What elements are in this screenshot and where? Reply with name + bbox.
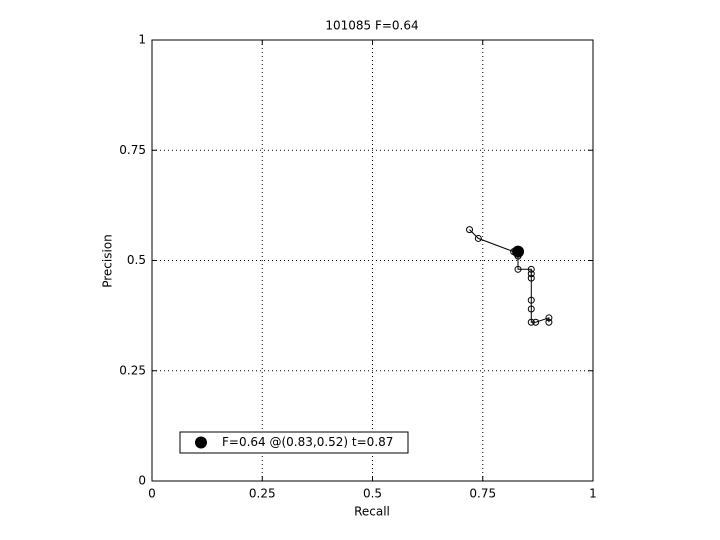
x-tick-label: 1	[589, 487, 597, 501]
legend-box	[179, 431, 409, 454]
y-tick-label: 0.75	[119, 143, 146, 157]
point	[527, 318, 535, 326]
point	[527, 305, 535, 313]
chart-title: 101085 F=0.64	[325, 19, 418, 33]
point	[527, 265, 535, 273]
x-tick-label: 0.25	[249, 487, 276, 501]
best-point	[512, 245, 525, 258]
plot-frame	[151, 39, 594, 482]
point	[474, 234, 482, 242]
x-tick-label: 0.5	[363, 487, 382, 501]
point	[545, 314, 553, 322]
y-tick-label: 1	[138, 33, 146, 47]
y-tick-label: 0.5	[127, 253, 146, 267]
y-tick-label: 0	[138, 474, 146, 488]
point	[527, 296, 535, 304]
point	[545, 318, 553, 326]
point	[527, 274, 535, 282]
legend-label: F=0.64 @(0.83,0.52) t=0.87	[222, 435, 393, 449]
x-axis-label: Recall	[354, 505, 390, 519]
legend-marker	[195, 436, 207, 449]
point	[532, 318, 540, 326]
point	[514, 265, 522, 273]
y-axis-label: Precision	[101, 234, 115, 288]
x-tick-label: 0.75	[469, 487, 496, 501]
x-tick-label: 0	[148, 487, 156, 501]
point	[527, 270, 535, 278]
point	[466, 226, 474, 234]
y-tick-label: 0.25	[119, 363, 146, 377]
